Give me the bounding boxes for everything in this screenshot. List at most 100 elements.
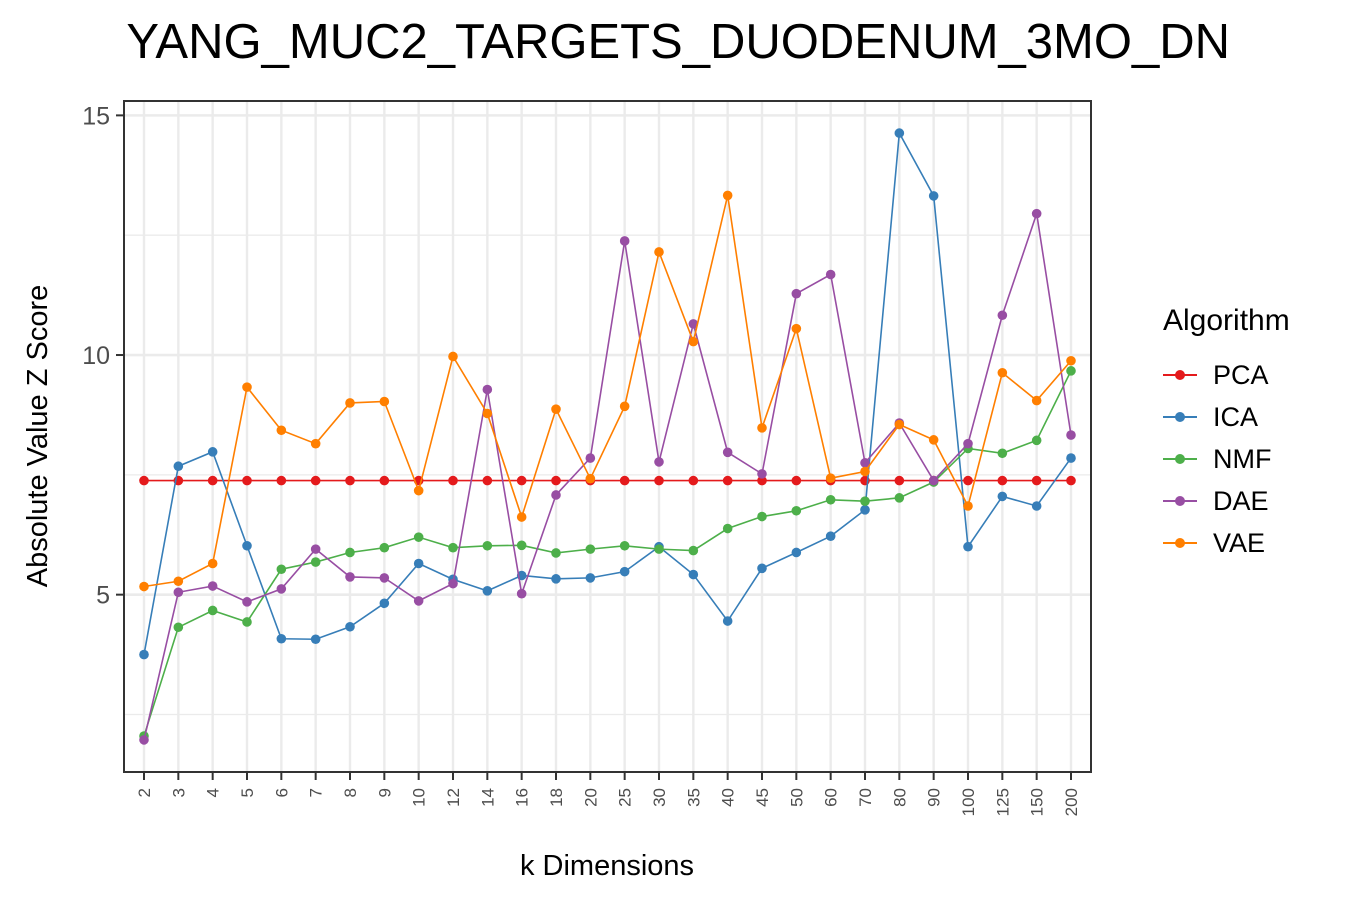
legend-label-dae: DAE [1213, 485, 1269, 516]
data-point-ica [276, 633, 287, 644]
series-nmf [139, 366, 1076, 741]
data-point-ica [860, 505, 870, 515]
data-point-vae [551, 404, 561, 414]
data-point-ica [413, 558, 424, 569]
data-point-nmf [413, 532, 424, 542]
data-point-nmf [482, 540, 493, 551]
data-point-nmf [722, 523, 733, 534]
data-point-vae [688, 336, 699, 347]
legend-key-ica [1163, 407, 1197, 427]
y-tick-label: 10 [82, 342, 110, 370]
legend-label-ica: ICA [1213, 401, 1259, 432]
data-point-nmf [825, 494, 836, 505]
data-point-nmf [757, 511, 767, 522]
data-point-pca [722, 475, 733, 486]
data-point-pca [516, 475, 527, 486]
data-point-nmf [345, 547, 355, 558]
legend-key-vae [1163, 533, 1197, 553]
data-point-ica [139, 649, 149, 660]
data-point-vae [825, 473, 836, 483]
data-point-dae [825, 269, 836, 280]
series-ica [139, 128, 1076, 660]
data-point-pca [276, 475, 287, 486]
x-tick-label: 10 [410, 788, 429, 807]
data-point-dae [310, 544, 321, 554]
legend-label-pca: PCA [1213, 359, 1269, 390]
data-point-ica [688, 569, 699, 580]
data-point-dae [860, 458, 870, 468]
data-point-nmf [585, 544, 596, 554]
y-axis-label: Absolute Value Z Score [22, 285, 54, 588]
data-point-dae [654, 457, 664, 467]
legend-item-dae: DAE [1163, 480, 1290, 522]
data-point-pca [1031, 475, 1042, 486]
data-point-pca [619, 475, 630, 486]
data-point-nmf [619, 540, 630, 551]
data-point-dae [276, 584, 287, 594]
data-point-vae [585, 473, 596, 484]
data-point-vae [482, 408, 493, 419]
data-point-pca [997, 475, 1008, 486]
x-tick-label: 100 [959, 788, 978, 816]
data-point-dae [173, 587, 184, 598]
legend-item-ica: ICA [1163, 396, 1290, 438]
legend-item-vae: VAE [1163, 522, 1290, 564]
x-tick-label: 8 [341, 788, 360, 797]
legend-item-pca: PCA [1163, 354, 1290, 396]
data-point-dae [722, 447, 733, 458]
x-tick-label: 125 [993, 788, 1012, 816]
data-point-ica [1066, 453, 1076, 463]
data-point-dae [207, 581, 218, 591]
data-point-dae [1031, 208, 1042, 219]
x-tick-label: 150 [1028, 788, 1047, 816]
x-tick-label: 90 [925, 788, 944, 807]
data-point-dae [791, 288, 802, 299]
series-line-vae [143, 195, 1072, 588]
legend-title: Algorithm [1163, 304, 1290, 337]
data-point-ica [585, 573, 596, 583]
data-point-ica [310, 634, 321, 645]
data-point-vae [860, 466, 870, 477]
data-point-dae [139, 735, 149, 745]
data-point-ica [242, 540, 252, 551]
data-point-vae [619, 401, 630, 412]
data-point-ica [173, 461, 184, 472]
data-point-ica [619, 566, 630, 577]
x-tick-label: 4 [204, 788, 223, 797]
data-point-ica [1031, 501, 1042, 511]
data-point-ica [791, 547, 802, 558]
grid-lines [124, 101, 1091, 772]
data-point-dae [345, 572, 355, 582]
data-point-pca [242, 475, 252, 486]
data-point-vae [894, 419, 905, 430]
data-point-nmf [1031, 435, 1042, 446]
data-point-ica [207, 447, 218, 457]
data-point-vae [413, 485, 424, 496]
data-point-vae [379, 396, 390, 407]
data-point-dae [963, 438, 973, 449]
data-point-nmf [551, 548, 561, 558]
data-point-ica [551, 574, 561, 584]
data-point-pca [1066, 475, 1076, 486]
data-point-nmf [1066, 366, 1076, 376]
data-point-dae [688, 319, 699, 329]
data-point-vae [173, 576, 184, 587]
x-tick-label: 70 [856, 788, 875, 807]
series-line-nmf [143, 370, 1072, 737]
data-point-nmf [654, 544, 664, 554]
data-point-dae [379, 573, 390, 583]
x-tick-label: 25 [616, 788, 635, 807]
data-point-ica [894, 128, 905, 138]
x-tick-label: 30 [650, 788, 669, 807]
data-point-nmf [791, 505, 802, 516]
data-point-dae [448, 578, 458, 589]
data-point-pca [448, 475, 458, 486]
data-point-vae [516, 512, 527, 522]
x-tick-label: 9 [375, 788, 394, 797]
data-point-nmf [894, 493, 905, 503]
legend-key-dae [1163, 491, 1197, 511]
data-point-vae [997, 367, 1008, 378]
data-point-vae [928, 435, 939, 445]
x-tick-label: 12 [444, 788, 463, 807]
x-tick-label: 200 [1062, 788, 1081, 816]
